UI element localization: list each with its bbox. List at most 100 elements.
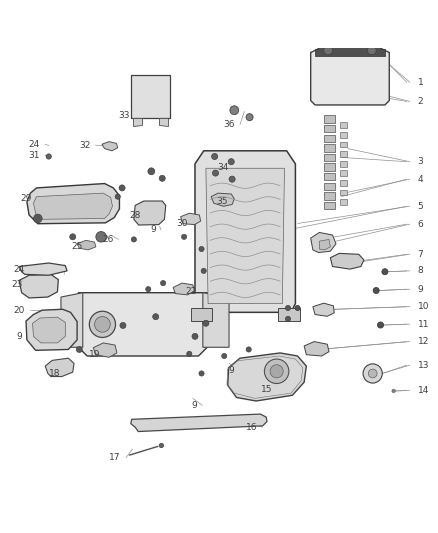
Polygon shape [311, 48, 389, 105]
Polygon shape [319, 239, 330, 250]
Text: 19: 19 [89, 350, 100, 359]
Circle shape [159, 443, 163, 448]
Circle shape [286, 316, 290, 321]
Text: 14: 14 [418, 386, 429, 395]
Text: 10: 10 [418, 302, 429, 311]
Circle shape [286, 305, 290, 311]
Polygon shape [330, 253, 364, 269]
Polygon shape [313, 303, 334, 316]
Text: 26: 26 [102, 235, 113, 244]
Polygon shape [340, 190, 347, 195]
Text: 25: 25 [71, 243, 83, 252]
Polygon shape [340, 142, 347, 147]
Circle shape [201, 268, 206, 273]
Polygon shape [78, 293, 207, 356]
Text: 20: 20 [13, 305, 25, 314]
Circle shape [146, 287, 151, 292]
Circle shape [392, 389, 396, 393]
Polygon shape [324, 135, 335, 142]
Text: 32: 32 [79, 141, 90, 150]
Polygon shape [180, 213, 201, 224]
Text: 9: 9 [418, 285, 424, 294]
Circle shape [203, 320, 209, 326]
Text: 9: 9 [191, 401, 197, 410]
Circle shape [89, 311, 116, 337]
Text: 4: 4 [418, 175, 423, 184]
Text: 31: 31 [28, 151, 40, 160]
Polygon shape [173, 283, 194, 295]
Circle shape [373, 287, 379, 294]
Polygon shape [211, 193, 234, 206]
Text: 24: 24 [14, 265, 25, 274]
Polygon shape [324, 144, 335, 152]
Text: 3: 3 [418, 157, 424, 166]
Polygon shape [324, 125, 335, 133]
Circle shape [246, 114, 253, 120]
Text: 11: 11 [418, 320, 429, 329]
Polygon shape [340, 123, 347, 128]
Circle shape [159, 175, 165, 181]
Polygon shape [228, 353, 306, 401]
Circle shape [228, 159, 234, 165]
Text: 17: 17 [109, 453, 121, 462]
Text: 36: 36 [223, 120, 235, 129]
Polygon shape [304, 342, 329, 356]
Polygon shape [133, 118, 142, 126]
Text: 30: 30 [176, 219, 187, 228]
Polygon shape [45, 358, 74, 376]
Polygon shape [324, 192, 335, 200]
Circle shape [131, 237, 137, 242]
Text: 22: 22 [185, 287, 196, 296]
Circle shape [148, 168, 155, 175]
Text: 6: 6 [418, 220, 424, 229]
Polygon shape [340, 171, 347, 176]
Polygon shape [131, 75, 170, 118]
Polygon shape [93, 343, 117, 357]
Polygon shape [324, 154, 335, 161]
Polygon shape [77, 240, 96, 250]
Text: 13: 13 [418, 361, 429, 370]
Circle shape [295, 305, 300, 311]
Text: 9: 9 [229, 366, 234, 375]
Text: 16: 16 [246, 423, 258, 432]
Polygon shape [311, 232, 336, 253]
Polygon shape [324, 183, 335, 190]
Circle shape [119, 185, 125, 191]
Polygon shape [102, 142, 118, 151]
Polygon shape [134, 201, 166, 225]
Circle shape [368, 369, 377, 378]
Circle shape [382, 269, 388, 275]
Polygon shape [191, 308, 212, 321]
Circle shape [265, 359, 289, 384]
Circle shape [363, 364, 382, 383]
Polygon shape [61, 293, 83, 348]
Polygon shape [203, 293, 229, 348]
Polygon shape [33, 193, 113, 220]
Polygon shape [340, 161, 347, 166]
Polygon shape [27, 183, 120, 224]
Circle shape [152, 313, 159, 320]
Polygon shape [32, 317, 65, 343]
Text: 9: 9 [17, 332, 22, 341]
Polygon shape [340, 132, 347, 138]
Polygon shape [315, 49, 385, 56]
Polygon shape [324, 164, 335, 171]
Circle shape [70, 234, 76, 240]
Circle shape [212, 170, 219, 176]
Text: 28: 28 [129, 212, 141, 220]
Circle shape [270, 365, 283, 378]
Text: 12: 12 [418, 337, 429, 346]
Circle shape [46, 154, 51, 159]
Polygon shape [340, 151, 347, 157]
Circle shape [246, 347, 251, 352]
Text: 18: 18 [49, 368, 61, 377]
Circle shape [187, 351, 192, 357]
Text: 24: 24 [29, 140, 40, 149]
Circle shape [181, 234, 187, 239]
Polygon shape [340, 180, 347, 185]
Text: 29: 29 [20, 194, 31, 203]
Polygon shape [19, 263, 67, 275]
Polygon shape [26, 309, 77, 350]
Polygon shape [159, 118, 168, 126]
Polygon shape [278, 308, 300, 321]
